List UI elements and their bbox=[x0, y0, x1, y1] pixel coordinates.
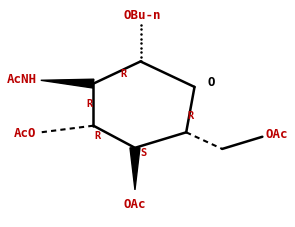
Text: OBu-n: OBu-n bbox=[123, 9, 161, 22]
Polygon shape bbox=[130, 148, 140, 190]
Text: AcO: AcO bbox=[14, 127, 37, 140]
Text: S: S bbox=[140, 148, 146, 158]
Text: R: R bbox=[94, 131, 101, 141]
Text: OAc: OAc bbox=[124, 198, 146, 211]
Polygon shape bbox=[41, 79, 94, 88]
Text: R: R bbox=[121, 69, 127, 79]
Text: R: R bbox=[86, 99, 92, 109]
Text: O: O bbox=[207, 76, 215, 89]
Text: OAc: OAc bbox=[265, 128, 288, 141]
Text: AcNH: AcNH bbox=[7, 73, 37, 86]
Text: R: R bbox=[187, 111, 194, 121]
